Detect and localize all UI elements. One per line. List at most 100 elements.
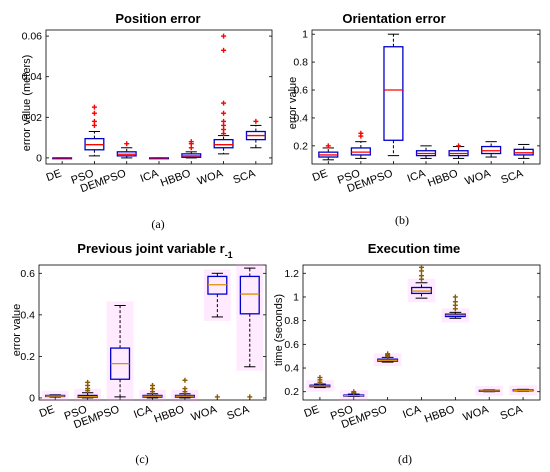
outlier-point <box>358 130 364 136</box>
box-ica <box>148 157 170 160</box>
x-category-label: DE <box>38 404 56 421</box>
box-hbbo <box>181 139 202 159</box>
box-woa <box>213 33 234 155</box>
box-pso <box>84 104 105 157</box>
chart-title-main: Previous joint variable r <box>77 241 224 256</box>
y-tick-label: 0.6 <box>20 268 35 280</box>
box-hbbo <box>171 377 199 402</box>
x-category-label: SCA <box>499 403 525 422</box>
iqr-box <box>350 147 371 156</box>
panel-orientation-error: Orientation error error value (b) 0.2 0.4… <box>287 11 541 227</box>
panel-previous-joint-variable: Previous joint variable r-1 error value … <box>11 241 267 466</box>
y-axis-label: time (seconds) <box>273 294 285 366</box>
outlier-point <box>221 110 227 116</box>
outlier-point <box>85 379 91 385</box>
x-category-label: DE <box>302 404 320 421</box>
y-axis-label: error value (meters) <box>21 55 33 152</box>
outlier-point <box>91 104 97 110</box>
outlier-point <box>247 394 253 400</box>
y-tick-label: 0.8 <box>284 315 299 327</box>
panel-label: (c) <box>135 452 148 466</box>
outlier-point <box>452 294 458 300</box>
chart-title: Execution time <box>368 241 460 256</box>
box-ica <box>139 382 166 402</box>
outlier-point <box>182 377 188 383</box>
outlier-point <box>150 382 155 388</box>
y-tick-label: 0.6 <box>293 85 308 97</box>
box-hbbo <box>448 143 469 159</box>
x-category-label: DE <box>311 168 329 185</box>
box-ica <box>407 264 436 303</box>
x-category-label: ICA <box>132 403 154 421</box>
iqr-box <box>513 148 534 156</box>
y-tick-label: 0.8 <box>293 57 308 69</box>
box-de <box>52 157 73 160</box>
box-woa <box>481 141 502 158</box>
y-tick-label: 0.2 <box>284 386 299 398</box>
outlier-point <box>351 389 357 395</box>
plot-frame <box>45 29 273 165</box>
box-de <box>318 143 339 161</box>
box-woa <box>203 269 231 400</box>
y-tick-label: 0.4 <box>20 309 35 321</box>
outlier-point <box>188 139 194 145</box>
chart-title: Orientation error <box>342 11 445 26</box>
box-dempso <box>116 141 137 159</box>
outlier-point <box>221 118 227 124</box>
y-tick-label: 0 <box>29 392 35 404</box>
x-category-label: HBBO <box>153 403 187 425</box>
outlier-point <box>221 33 227 39</box>
x-category-label: DE <box>45 168 63 185</box>
iqr-box <box>239 275 260 315</box>
iqr-box <box>213 138 234 149</box>
x-category-label: HBBO <box>159 167 193 189</box>
iqr-box <box>383 46 404 141</box>
outlier-point <box>221 47 227 53</box>
outlier-point <box>182 386 188 392</box>
y-tick-label: 0.2 <box>293 140 308 152</box>
outlier-point <box>419 273 424 279</box>
box-dempso <box>373 351 402 367</box>
y-tick-label: 1 <box>293 291 299 303</box>
panel-label: (d) <box>398 452 412 466</box>
box-pso <box>74 379 102 402</box>
x-category-label: WOA <box>190 403 219 423</box>
outlier-point <box>385 351 391 357</box>
chart-title: Position error <box>115 11 200 26</box>
outlier-point <box>317 375 323 380</box>
x-category-label: HBBO <box>426 167 460 189</box>
iqr-box <box>481 145 502 155</box>
chart-title-subscript: -1 <box>225 250 233 260</box>
box-ica <box>415 145 437 159</box>
outlier-point <box>325 143 331 149</box>
y-tick-label: 0.6 <box>284 339 299 351</box>
x-category-label: SCA <box>232 167 258 186</box>
box-hbbo <box>441 294 470 323</box>
outlier-point <box>91 110 97 116</box>
plot-frame <box>311 29 541 165</box>
outlier-point <box>452 299 458 305</box>
x-category-label: HBBO <box>423 403 457 425</box>
x-category-label: WOA <box>463 167 492 187</box>
y-tick-label: 0.4 <box>293 112 308 124</box>
y-tick-label: 0.06 <box>22 31 43 43</box>
x-category-label: ICA <box>139 167 161 185</box>
plot-frame <box>38 264 267 401</box>
panel-label: (a) <box>151 217 164 231</box>
outlier-point <box>419 264 424 270</box>
y-tick-label: 0.2 <box>20 351 35 363</box>
box-sca <box>245 118 266 149</box>
box-pso <box>350 130 371 159</box>
x-category-label: ICA <box>406 167 428 185</box>
outlier-point <box>214 394 220 400</box>
box-sca <box>236 264 264 400</box>
outlier-point <box>91 118 97 124</box>
y-axis-label: error value <box>287 77 299 130</box>
outlier-point <box>221 100 227 106</box>
y-tick-label: 0.02 <box>22 112 43 124</box>
panel-position-error: Position error error value (meters) (a) … <box>21 11 273 231</box>
chart-title: Previous joint variable r-1 <box>77 241 232 260</box>
y-tick-label: 0.04 <box>22 71 43 83</box>
x-category-label: SCA <box>225 403 251 422</box>
box-pso <box>339 389 368 401</box>
